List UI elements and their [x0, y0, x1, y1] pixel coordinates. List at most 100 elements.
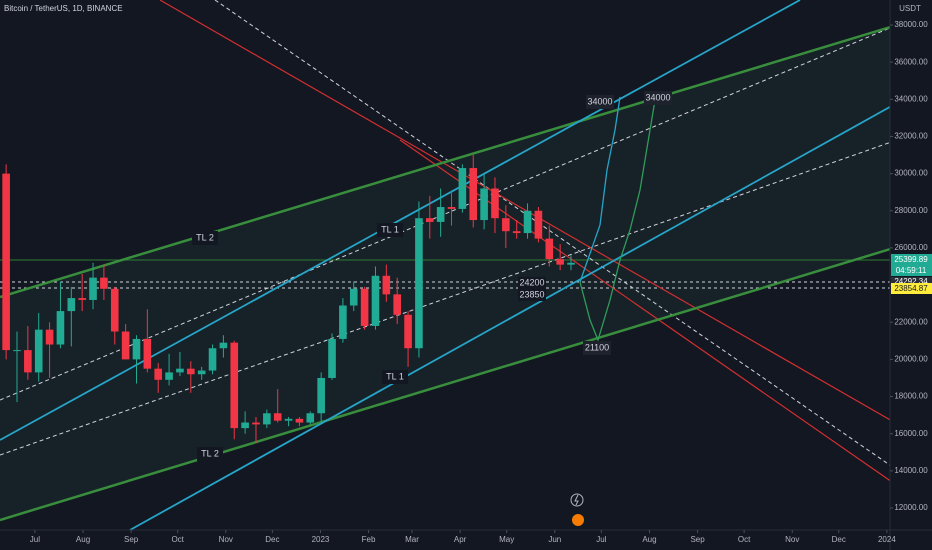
y-tick-label: 30000.00 [894, 169, 928, 178]
x-tick-label: May [499, 535, 514, 544]
candle-body [100, 277, 108, 289]
candle-body [567, 262, 575, 265]
annotation: 21100 [585, 342, 609, 352]
candle-body [523, 210, 532, 234]
x-tick-label: Dec [832, 535, 846, 544]
y-tick-label: 28000.00 [894, 206, 928, 215]
candle-body [404, 314, 412, 349]
y-tick-label: 34000.00 [894, 94, 928, 103]
price-tag [891, 277, 932, 287]
dashed-trendline [214, 0, 898, 471]
annotation: TL 1 [386, 371, 404, 381]
y-tick-label: 14000.00 [894, 466, 928, 475]
price-tag-text: 25399.89 [894, 255, 928, 264]
x-tick-label: Oct [171, 535, 184, 544]
candle-body [371, 275, 380, 326]
candle-body [534, 210, 543, 239]
dashed-trendline [0, 24, 898, 401]
axis-unit: USDT [899, 4, 921, 13]
candle-body [230, 342, 239, 429]
x-tick-label: Mar [405, 535, 419, 544]
candle-body [67, 298, 76, 312]
candle-body [382, 275, 391, 295]
candle-body [78, 298, 86, 300]
candle-body [89, 277, 97, 300]
candle-body [219, 342, 228, 349]
y-tick-label: 32000.00 [894, 132, 928, 141]
candle-body [415, 218, 423, 349]
candle-body [502, 218, 510, 232]
candle-body [165, 372, 173, 380]
label-bg [586, 95, 614, 109]
green-trendline [0, 23, 898, 299]
x-tick-label: Aug [642, 535, 656, 544]
annotation: TL 2 [201, 448, 219, 458]
x-tick-label: Sep [124, 535, 139, 544]
y-tick-label: 16000.00 [894, 429, 928, 438]
price-tag-text: 23854.87 [894, 284, 928, 293]
candle-body [339, 305, 347, 339]
candle-body [349, 288, 358, 306]
candle-body [2, 173, 10, 351]
annotation: TL 1 [381, 224, 399, 234]
event-icon[interactable] [572, 514, 584, 526]
y-tick-label: 22000.00 [894, 317, 928, 326]
x-tick-label: Dec [265, 535, 279, 544]
candle-body [447, 207, 456, 209]
annotation: 34000 [587, 96, 612, 106]
label-bg [518, 289, 546, 301]
candle-body [45, 329, 54, 345]
candle-body [241, 422, 249, 429]
annotation: 23850 [519, 289, 544, 299]
price-tag-text: 24292.34 [894, 277, 928, 286]
event-icon[interactable] [570, 493, 584, 507]
candle-body [556, 259, 564, 265]
candle-body [284, 418, 293, 421]
x-tick-label: Jul [30, 535, 40, 544]
x-tick-label: 2023 [312, 535, 330, 544]
y-tick-label: 36000.00 [894, 57, 928, 66]
candle-body [458, 168, 467, 209]
candle-body [393, 294, 402, 315]
y-tick-label: 38000.00 [894, 20, 928, 29]
annotation: TL 2 [196, 232, 214, 242]
candle-body [208, 348, 217, 371]
candle-body [360, 288, 369, 326]
candle-body [436, 207, 445, 222]
candle-body [317, 377, 325, 414]
chart-title: Bitcoin / TetherUS, 1D, BINANCE [4, 4, 123, 13]
candle-body [295, 418, 304, 423]
cyan-trendline [0, 0, 801, 441]
candle-body [110, 288, 119, 332]
x-tick-label: Feb [362, 535, 376, 544]
candle-body [491, 188, 499, 219]
x-tick-label: Jun [548, 535, 561, 544]
x-tick-label: Nov [219, 535, 233, 544]
projection-path [579, 96, 621, 283]
candle-body [13, 350, 21, 352]
candle-body [154, 368, 163, 380]
x-tick-label: Nov [785, 535, 799, 544]
label-bg [377, 223, 403, 237]
y-tick-label: 18000.00 [894, 392, 928, 401]
label-bg [518, 277, 546, 289]
candle-body [24, 350, 32, 373]
candle-body [176, 368, 184, 373]
candle-body [197, 370, 206, 375]
label-bg [583, 341, 611, 355]
candle-body [273, 413, 282, 421]
candle-body [121, 331, 130, 360]
x-tick-label: Jul [596, 535, 606, 544]
x-tick-label: Oct [738, 535, 751, 544]
countdown-tag [891, 265, 932, 276]
y-tick-label: 12000.00 [894, 503, 928, 512]
candle-body [132, 338, 141, 360]
x-tick-label: 2024 [878, 535, 896, 544]
candle-body [252, 422, 260, 425]
candle-body [34, 329, 43, 373]
y-tick-label: 26000.00 [894, 243, 928, 252]
x-tick-label: Apr [454, 535, 467, 544]
candle-body [306, 413, 315, 423]
candle-body [480, 188, 488, 221]
